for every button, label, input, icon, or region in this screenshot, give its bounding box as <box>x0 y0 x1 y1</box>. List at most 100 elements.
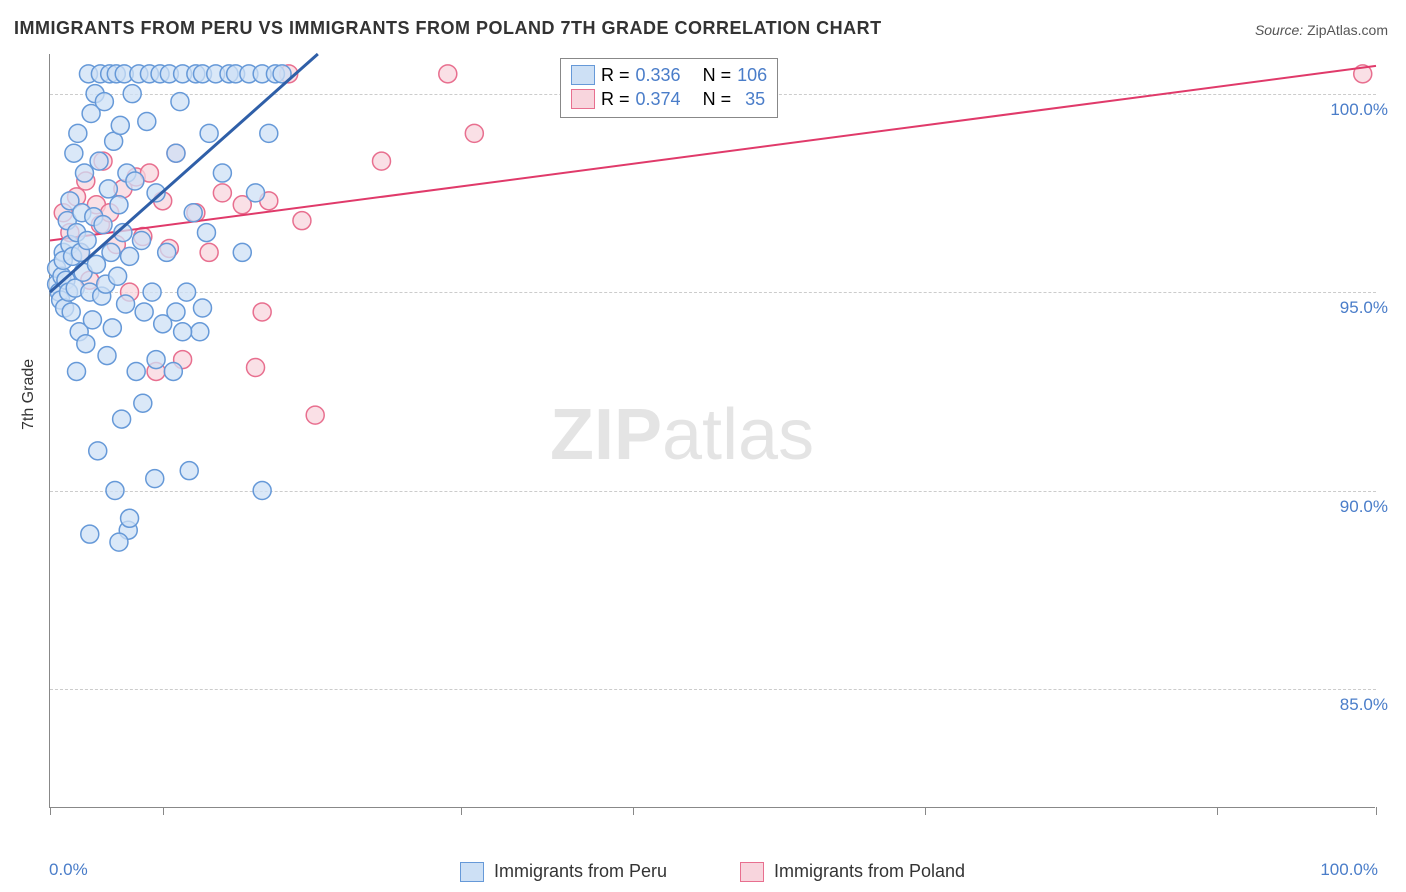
data-point <box>147 351 165 369</box>
legend-series-poland: Immigrants from Poland <box>740 861 965 882</box>
data-point <box>180 462 198 480</box>
data-point <box>110 533 128 551</box>
n-value-peru: 106 <box>737 63 767 87</box>
data-point <box>90 152 108 170</box>
data-point <box>247 359 265 377</box>
data-point <box>439 65 457 83</box>
data-point <box>106 482 124 500</box>
data-point <box>123 85 141 103</box>
data-point <box>293 212 311 230</box>
data-point <box>111 116 129 134</box>
data-point <box>306 406 324 424</box>
x-tick <box>461 807 462 815</box>
n-label: N = <box>703 87 732 111</box>
data-point <box>373 152 391 170</box>
data-point <box>95 93 113 111</box>
x-tick-min: 0.0% <box>49 860 88 880</box>
data-point <box>253 303 271 321</box>
data-point <box>167 303 185 321</box>
swatch-peru <box>460 862 484 882</box>
data-point <box>69 124 87 142</box>
x-tick <box>633 807 634 815</box>
scatter-svg <box>50 54 1376 808</box>
data-point <box>75 164 93 182</box>
source-value: ZipAtlas.com <box>1307 22 1388 38</box>
data-point <box>68 362 86 380</box>
data-point <box>260 124 278 142</box>
data-point <box>247 184 265 202</box>
legend-series-peru: Immigrants from Peru <box>460 861 667 882</box>
legend-stats-row-peru: R = 0.336 N = 106 <box>571 63 767 87</box>
data-point <box>110 196 128 214</box>
chart-container: IMMIGRANTS FROM PERU VS IMMIGRANTS FROM … <box>0 0 1406 892</box>
swatch-poland <box>740 862 764 882</box>
r-label: R = <box>601 87 630 111</box>
chart-title: IMMIGRANTS FROM PERU VS IMMIGRANTS FROM … <box>14 18 882 39</box>
n-value-poland: 35 <box>737 87 765 111</box>
data-point <box>138 112 156 130</box>
data-point <box>193 299 211 317</box>
source-label: Source: <box>1255 22 1303 38</box>
data-point <box>167 144 185 162</box>
n-label: N = <box>703 63 732 87</box>
data-point <box>184 204 202 222</box>
data-point <box>143 283 161 301</box>
y-tick-label: 100.0% <box>1330 100 1388 120</box>
swatch-peru <box>571 65 595 85</box>
legend-label-peru: Immigrants from Peru <box>494 861 667 882</box>
data-point <box>117 295 135 313</box>
x-tick-max: 100.0% <box>1320 860 1378 880</box>
data-point <box>213 164 231 182</box>
data-point <box>178 283 196 301</box>
data-point <box>233 243 251 261</box>
data-point <box>213 184 231 202</box>
data-point <box>121 509 139 527</box>
y-tick-label: 90.0% <box>1340 497 1388 517</box>
data-point <box>77 335 95 353</box>
data-point <box>200 243 218 261</box>
data-point <box>146 470 164 488</box>
data-point <box>158 243 176 261</box>
y-tick-label: 95.0% <box>1340 298 1388 318</box>
data-point <box>465 124 483 142</box>
y-tick-label: 85.0% <box>1340 695 1388 715</box>
legend-stats-row-poland: R = 0.374 N = 35 <box>571 87 767 111</box>
y-axis-label: 7th Grade <box>20 359 38 430</box>
data-point <box>99 180 117 198</box>
data-point <box>121 247 139 265</box>
r-value-peru: 0.336 <box>636 63 681 87</box>
data-point <box>83 311 101 329</box>
data-point <box>98 347 116 365</box>
source-attribution: Source: ZipAtlas.com <box>1255 22 1388 38</box>
data-point <box>65 144 83 162</box>
data-point <box>94 216 112 234</box>
data-point <box>103 319 121 337</box>
data-point <box>81 525 99 543</box>
data-point <box>62 303 80 321</box>
data-point <box>134 394 152 412</box>
data-point <box>127 362 145 380</box>
data-point <box>89 442 107 460</box>
x-tick <box>1217 807 1218 815</box>
data-point <box>132 232 150 250</box>
data-point <box>102 243 120 261</box>
data-point <box>113 410 131 428</box>
legend-label-poland: Immigrants from Poland <box>774 861 965 882</box>
data-point <box>135 303 153 321</box>
x-tick <box>50 807 51 815</box>
data-point <box>197 224 215 242</box>
data-point <box>109 267 127 285</box>
r-value-poland: 0.374 <box>636 87 681 111</box>
legend-stats: R = 0.336 N = 106 R = 0.374 N = 35 <box>560 58 778 118</box>
data-point <box>253 482 271 500</box>
data-point <box>174 323 192 341</box>
data-point <box>78 232 96 250</box>
x-tick <box>925 807 926 815</box>
data-point <box>200 124 218 142</box>
r-label: R = <box>601 63 630 87</box>
swatch-poland <box>571 89 595 109</box>
data-point <box>191 323 209 341</box>
x-tick <box>163 807 164 815</box>
data-point <box>126 172 144 190</box>
data-point <box>164 362 182 380</box>
